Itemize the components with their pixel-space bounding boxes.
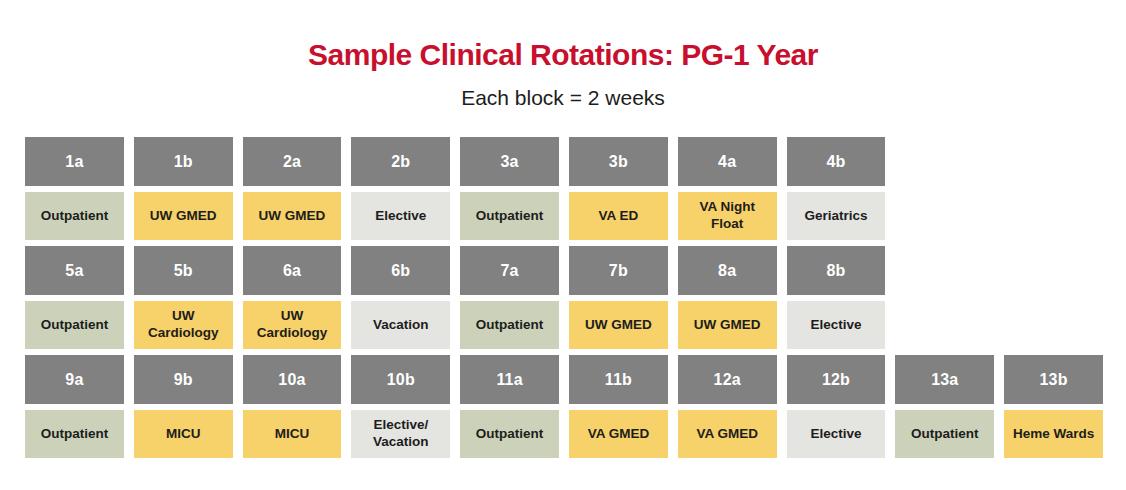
rotation-cell-13b: Heme Wards [1004,410,1103,458]
rotation-cell-8a: UW GMED [678,301,777,349]
rotation-cell-11a: Outpatient [460,410,559,458]
block-header-8a: 8a [678,246,777,295]
block-header-12a: 12a [678,355,777,404]
block-header-7b: 7b [569,246,668,295]
block-header-5a: 5a [25,246,124,295]
rotation-cell-11b: VA GMED [569,410,668,458]
rotation-grid: 1aOutpatient1bUW GMED2aUW GMED2bElective… [25,137,1103,458]
subtitle: Each block = 2 weeks [0,87,1126,108]
block-header-7a: 7a [460,246,559,295]
block-header-4a: 4a [678,137,777,186]
block-header-1a: 1a [25,137,124,186]
rotation-cell-12b: Elective [787,410,886,458]
block-header-10b: 10b [351,355,450,404]
rotation-cell-1a: Outpatient [25,192,124,240]
rotation-cell-5b: UW Cardiology [134,301,233,349]
rotation-cell-10b: Elective/​Vacation [351,410,450,458]
block-header-4b: 4b [787,137,886,186]
rotation-cell-12a: VA GMED [678,410,777,458]
rotation-cell-4a: VA Night Float [678,192,777,240]
block-header-11b: 11b [569,355,668,404]
block-header-13b: 13b [1004,355,1103,404]
rotation-cell-9b: MICU [134,410,233,458]
rotation-cell-4b: Geriatrics [787,192,886,240]
block-header-11a: 11a [460,355,559,404]
block-header-6b: 6b [351,246,450,295]
block-header-5b: 5b [134,246,233,295]
block-header-1b: 1b [134,137,233,186]
rotation-cell-3b: VA ED [569,192,668,240]
rotation-cell-10a: MICU [243,410,342,458]
rotation-cell-13a: Outpatient [895,410,994,458]
rotation-cell-2a: UW GMED [243,192,342,240]
rotation-cell-6b: Vacation [351,301,450,349]
rotation-cell-7b: UW GMED [569,301,668,349]
block-header-3b: 3b [569,137,668,186]
block-header-9b: 9b [134,355,233,404]
block-header-3a: 3a [460,137,559,186]
block-header-2b: 2b [351,137,450,186]
block-header-12b: 12b [787,355,886,404]
rotation-cell-5a: Outpatient [25,301,124,349]
block-header-8b: 8b [787,246,886,295]
block-header-2a: 2a [243,137,342,186]
page-title: Sample Clinical Rotations: PG-1 Year [0,40,1126,70]
rotation-cell-1b: UW GMED [134,192,233,240]
block-header-10a: 10a [243,355,342,404]
rotation-cell-3a: Outpatient [460,192,559,240]
rotation-cell-2b: Elective [351,192,450,240]
block-header-13a: 13a [895,355,994,404]
rotation-cell-8b: Elective [787,301,886,349]
block-header-9a: 9a [25,355,124,404]
rotation-cell-9a: Outpatient [25,410,124,458]
rotation-cell-6a: UW Cardiology [243,301,342,349]
block-header-6a: 6a [243,246,342,295]
rotation-cell-7a: Outpatient [460,301,559,349]
